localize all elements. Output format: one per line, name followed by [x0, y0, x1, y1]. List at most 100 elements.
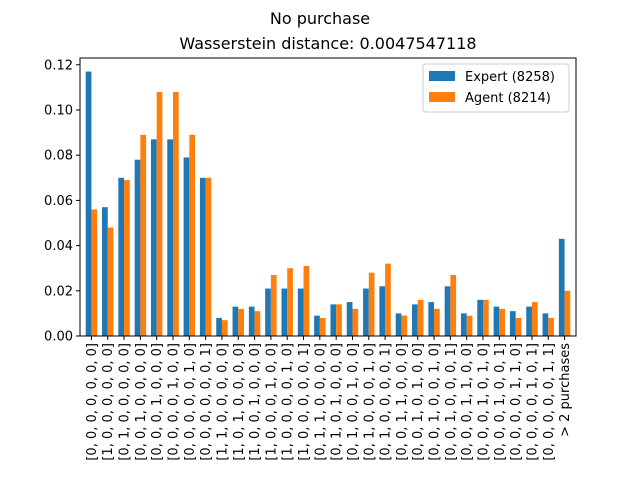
- x-tick-label-23: [0, 0, 0, 1, 1, 0, 0]: [460, 343, 475, 461]
- bar-series2-21: [434, 308, 440, 336]
- bar-series2-10: [254, 311, 261, 336]
- x-tick-label-9: [1, 0, 1, 0, 0, 0, 0]: [232, 343, 247, 461]
- x-tick-label-24: [0, 0, 0, 1, 0, 1, 0]: [477, 343, 492, 461]
- chart-subtitle: Wasserstein distance: 0.0047547118: [179, 34, 476, 53]
- x-tick-label-3: [0, 0, 1, 0, 0, 0, 0]: [134, 343, 149, 461]
- bar-series1-28: [542, 313, 549, 336]
- bar-series2-0: [91, 209, 98, 336]
- bar-series2-24: [483, 299, 489, 336]
- bar-series1-13: [297, 288, 304, 336]
- bar-series2-12: [287, 268, 293, 336]
- bar-series1-6: [183, 157, 190, 336]
- x-tick-label-10: [1, 0, 0, 1, 0, 0, 0]: [248, 343, 263, 461]
- bar-series1-25: [493, 306, 500, 336]
- bar-series1-0: [85, 71, 92, 336]
- bar-series2-22: [450, 274, 457, 336]
- bar-series1-15: [330, 304, 337, 336]
- legend-swatch-2: [429, 92, 455, 102]
- bar-series1-16: [346, 302, 353, 336]
- bar-series2-20: [417, 299, 424, 336]
- x-tick-label-6: [0, 0, 0, 0, 0, 1, 0]: [183, 343, 198, 461]
- bar-series2-5: [173, 91, 179, 337]
- bar-series1-9: [232, 306, 239, 336]
- x-tick-label-12: [1, 0, 0, 0, 0, 1, 0]: [281, 343, 296, 461]
- bar-series2-8: [221, 320, 228, 336]
- bar-series2-29: [564, 290, 571, 336]
- y-tick-label-5: 0.10: [44, 103, 73, 118]
- bar-series1-14: [314, 315, 320, 336]
- bars-group: [85, 71, 571, 337]
- bar-series1-12: [281, 288, 288, 336]
- x-tick-label-25: [0, 0, 0, 1, 0, 0, 1]: [493, 343, 508, 461]
- x-tick-label-15: [0, 1, 0, 1, 0, 0, 0]: [330, 343, 345, 461]
- bar-series1-8: [216, 317, 222, 336]
- y-tick-label-3: 0.06: [44, 194, 73, 209]
- x-tick-label-20: [0, 0, 1, 0, 1, 0, 0]: [411, 343, 426, 461]
- x-tick-label-16: [0, 1, 0, 0, 1, 0, 0]: [346, 343, 361, 461]
- x-tick-label-27: [0, 0, 0, 0, 1, 0, 1]: [525, 343, 540, 461]
- bar-series2-11: [270, 274, 277, 336]
- bar-series1-20: [412, 304, 418, 336]
- x-tick-label-21: [0, 0, 1, 0, 0, 1, 0]: [428, 343, 443, 461]
- bar-series1-17: [363, 288, 369, 336]
- bar-series2-13: [303, 265, 310, 336]
- x-tick-label-13: [1, 0, 0, 0, 0, 0, 1]: [297, 343, 312, 461]
- x-tick-label-2: [0, 1, 0, 0, 0, 0, 0]: [118, 343, 133, 461]
- bar-series1-2: [118, 177, 125, 336]
- x-tick-label-18: [0, 1, 0, 0, 0, 0, 1]: [379, 343, 394, 461]
- bar-series1-21: [428, 302, 435, 336]
- bar-series1-24: [477, 299, 483, 336]
- x-tick-label-28: [0, 0, 0, 0, 0, 1, 1]: [542, 343, 557, 461]
- bar-series1-7: [199, 177, 206, 336]
- bar-series1-29: [558, 238, 565, 336]
- bar-series2-2: [124, 180, 130, 336]
- x-tick-label-8: [1, 1, 0, 0, 0, 0, 0]: [215, 343, 230, 461]
- bar-series1-23: [460, 313, 467, 336]
- legend-label-2: Agent (8214): [465, 91, 551, 106]
- x-tick-label-0: [0, 0, 0, 0, 0, 0, 0]: [85, 343, 100, 461]
- y-tick-label-4: 0.08: [44, 149, 73, 164]
- bar-series1-27: [526, 306, 532, 336]
- x-tick-label-11: [1, 0, 0, 0, 1, 0, 0]: [264, 343, 279, 461]
- legend-swatch-1: [429, 71, 455, 81]
- x-tick-label-1: [1, 0, 0, 0, 0, 0, 0]: [101, 343, 116, 461]
- bar-series2-6: [189, 134, 196, 336]
- x-tick-label-29: > 2 purchases: [558, 343, 573, 437]
- legend-box: [422, 63, 570, 113]
- chart-title: No purchase: [270, 9, 370, 28]
- x-tick-label-7: [0, 0, 0, 0, 0, 0, 1]: [199, 343, 214, 461]
- y-tick-label-6: 0.12: [44, 58, 73, 73]
- bar-series1-3: [134, 159, 141, 336]
- bar-series2-18: [385, 263, 391, 336]
- x-tick-label-22: [0, 0, 1, 0, 0, 0, 1]: [444, 343, 459, 461]
- bar-series2-4: [156, 91, 163, 337]
- bar-series2-17: [368, 272, 375, 336]
- bar-series1-19: [395, 313, 402, 336]
- bar-series1-26: [509, 311, 516, 336]
- plot-frame: [79, 57, 577, 337]
- x-tick-label-17: [0, 1, 0, 0, 0, 1, 0]: [362, 343, 377, 461]
- legend-label-1: Expert (8258): [465, 70, 555, 85]
- bar-series2-28: [548, 317, 554, 336]
- bar-series2-7: [205, 177, 212, 336]
- y-tick-label-1: 0.02: [44, 284, 73, 299]
- bar-series2-26: [515, 317, 522, 336]
- bar-series2-3: [140, 134, 147, 336]
- bar-series1-11: [265, 288, 271, 336]
- bar-series1-18: [379, 286, 386, 336]
- axes-group: [79, 57, 577, 337]
- bar-series1-1: [102, 207, 108, 336]
- x-tick-label-19: [0, 0, 1, 1, 0, 0, 0]: [395, 343, 410, 461]
- bar-series1-5: [167, 139, 173, 336]
- x-tick-label-26: [0, 0, 0, 0, 1, 1, 0]: [509, 343, 524, 461]
- bar-series2-9: [238, 308, 244, 336]
- bar-series2-15: [336, 304, 342, 336]
- x-tick-label-5: [0, 0, 0, 0, 1, 0, 0]: [167, 343, 182, 461]
- bar-series1-22: [444, 286, 451, 336]
- x-tick-label-14: [0, 1, 1, 0, 0, 0, 0]: [313, 343, 328, 461]
- y-tick-label-2: 0.04: [44, 239, 73, 254]
- x-tick-label-4: [0, 0, 0, 1, 0, 0, 0]: [150, 343, 165, 461]
- bar-series1-10: [248, 306, 255, 336]
- bar-series2-14: [319, 317, 326, 336]
